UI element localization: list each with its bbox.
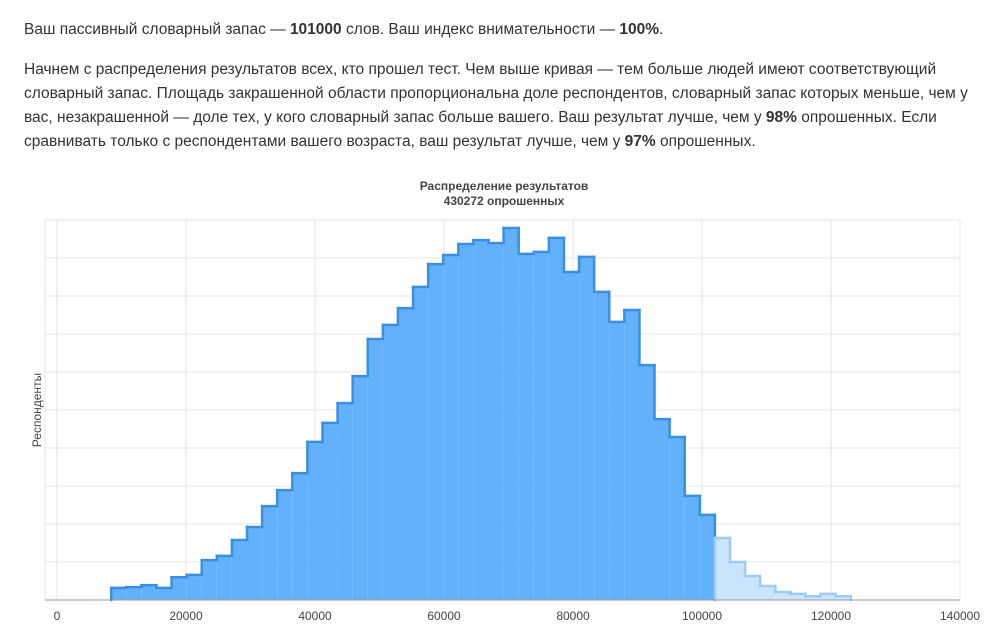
histogram-bar bbox=[322, 422, 338, 600]
histogram-bar bbox=[156, 587, 172, 600]
histogram-bar bbox=[382, 324, 398, 600]
histogram-bar bbox=[443, 254, 459, 600]
y-axis-label: Респонденты bbox=[30, 373, 44, 447]
histogram-bar bbox=[231, 539, 248, 600]
text: Начнем с распределения результатов всех,… bbox=[24, 61, 968, 126]
histogram-bar bbox=[186, 574, 202, 600]
x-tick-label: 80000 bbox=[556, 609, 590, 623]
x-tick-label: 0 bbox=[54, 609, 61, 623]
histogram-bar bbox=[171, 577, 187, 600]
histogram-bar bbox=[307, 441, 323, 600]
histogram-bar bbox=[669, 436, 685, 600]
histogram-bar bbox=[805, 596, 821, 600]
x-tick-label: 100000 bbox=[682, 609, 722, 623]
chart-title: Распределение результатов bbox=[420, 179, 589, 193]
histogram-bar bbox=[760, 585, 776, 600]
histogram-bar bbox=[745, 576, 761, 600]
histogram-bar bbox=[488, 243, 504, 600]
intro: Ваш пассивный словарный запас — 101000 с… bbox=[24, 18, 969, 42]
histogram-bar bbox=[775, 592, 791, 600]
text: опрошенных. Если сравнивать только с рес… bbox=[24, 109, 937, 150]
chart-subtitle: 430272 опрошенных bbox=[444, 194, 565, 208]
histogram-bar bbox=[820, 593, 836, 600]
x-tick-label: 140000 bbox=[940, 609, 980, 623]
histogram-bar bbox=[413, 286, 429, 600]
histogram-bar bbox=[548, 237, 564, 601]
histogram-bar bbox=[337, 403, 353, 600]
histogram-bar bbox=[473, 240, 489, 600]
text: Ваш пассивный словарный запас — bbox=[24, 21, 290, 38]
histogram-bar bbox=[790, 593, 806, 600]
histogram-bar bbox=[639, 365, 655, 600]
x-tick-label: 120000 bbox=[811, 609, 851, 623]
histogram-bar bbox=[262, 506, 278, 600]
summary: Начнем с распределения результатов всех,… bbox=[24, 58, 969, 154]
histogram-bar bbox=[111, 587, 127, 600]
histogram-bar bbox=[835, 596, 851, 600]
description: Ваш пассивный словарный запас — 101000 с… bbox=[24, 18, 969, 170]
text: слов. Ваш индекс внимательности — bbox=[341, 21, 620, 38]
histogram-bar bbox=[458, 243, 474, 600]
x-tick-label: 60000 bbox=[427, 609, 461, 623]
histogram-bar bbox=[684, 495, 700, 600]
histogram-bar bbox=[367, 338, 383, 600]
histogram-bar bbox=[201, 560, 217, 600]
highlight: 97% bbox=[624, 133, 656, 150]
histogram-bar bbox=[126, 587, 142, 600]
histogram-bar bbox=[397, 308, 414, 600]
highlight: 101000 bbox=[289, 21, 342, 38]
histogram-bar bbox=[579, 256, 595, 600]
histogram-bar bbox=[518, 253, 534, 600]
histogram-bar bbox=[216, 555, 232, 600]
x-tick-label: 40000 bbox=[298, 609, 332, 623]
histogram-bar bbox=[563, 272, 580, 600]
highlight: 98% bbox=[765, 109, 797, 126]
histogram-bar bbox=[247, 527, 263, 600]
histogram-bar bbox=[729, 562, 746, 600]
histogram-bar bbox=[533, 251, 549, 601]
histogram-bar bbox=[714, 538, 730, 600]
histogram-bar bbox=[428, 264, 444, 600]
histogram-bar bbox=[503, 227, 519, 601]
histogram-bar bbox=[624, 310, 640, 600]
histogram-bar bbox=[609, 321, 625, 600]
text: . bbox=[659, 21, 664, 38]
histogram-bar bbox=[352, 376, 368, 600]
x-tick-label: 20000 bbox=[169, 609, 203, 623]
text: опрошенных. bbox=[655, 133, 756, 150]
histogram-bar bbox=[141, 585, 157, 600]
histogram-bar bbox=[594, 291, 610, 600]
histogram-bar bbox=[292, 473, 308, 600]
histogram-bar bbox=[277, 490, 293, 600]
histogram-bar bbox=[654, 419, 670, 600]
highlight: 100% bbox=[619, 21, 660, 38]
histogram-bar bbox=[699, 514, 715, 600]
